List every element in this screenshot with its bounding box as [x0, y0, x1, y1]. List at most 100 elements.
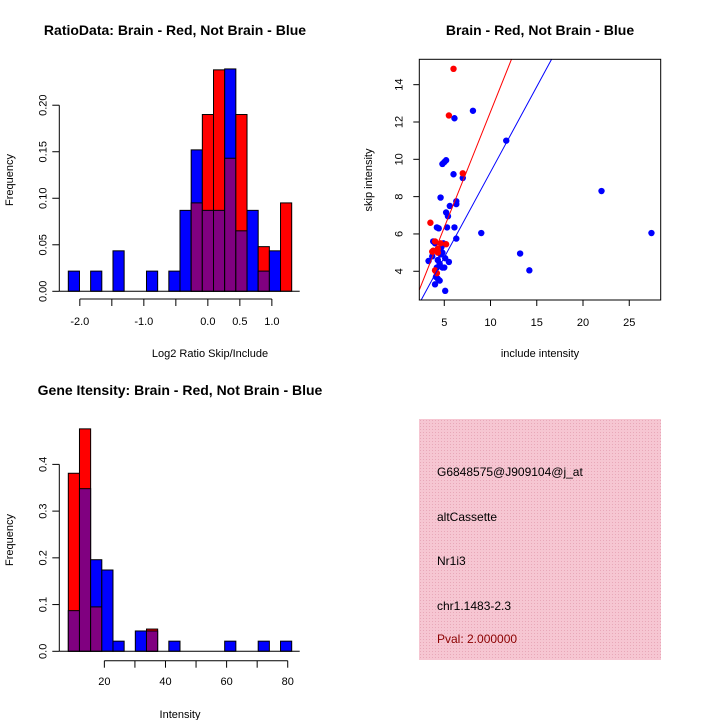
blue-bar-bin-10	[179, 209, 192, 292]
scatter-ylabel: skip intensity	[363, 148, 375, 211]
red-point	[431, 238, 439, 245]
red-bar-bin-19	[280, 202, 293, 292]
blue-point	[436, 277, 443, 284]
blue-point	[453, 235, 460, 242]
x-tick-label: 5	[441, 317, 447, 329]
gene-histogram-xlabel: Intensity	[160, 709, 201, 720]
overlap-bar-bin-14	[224, 157, 237, 292]
blue-bar-bin-17	[257, 640, 270, 652]
x-tick-label: 25	[623, 317, 635, 329]
y-tick-label: 10	[393, 153, 405, 165]
overlap-bar-bin-17	[257, 270, 270, 292]
ratio-histogram-title: RatioData: Brain - Red, Not Brain - Blue	[44, 22, 306, 38]
ratio-histogram-xlabel: Log2 Ratio Skip/Include	[152, 348, 268, 360]
overlap-bar-bin-1	[78, 488, 92, 652]
y-tick-label: 0.1	[37, 597, 49, 612]
blue-bar-bin-16	[246, 209, 259, 292]
red-point	[459, 170, 466, 177]
x-tick-label: -2.0	[70, 316, 89, 328]
x-tick-label: 1.0	[264, 316, 279, 328]
blue-point	[648, 229, 655, 237]
blue-point	[451, 115, 458, 122]
overlap-bar-bin-12	[201, 209, 215, 292]
blue-bar-bin-14	[224, 640, 237, 652]
blue-fit-line	[420, 59, 553, 300]
blue-point	[431, 281, 439, 288]
scatter-xlabel: include intensity	[501, 348, 580, 360]
overlap-bar-bin-0	[67, 610, 80, 652]
red-point	[442, 241, 450, 248]
y-tick-label: 0.4	[37, 457, 49, 472]
blue-point	[516, 250, 524, 257]
blue-bar-bin-19	[280, 640, 293, 652]
x-tick-label: 60	[220, 676, 232, 688]
gene-histogram-ylabel: Frequency	[4, 514, 16, 566]
x-tick-label: -1.0	[134, 316, 153, 328]
blue-point	[451, 224, 458, 231]
pval: Pval: 2.000000	[437, 632, 517, 646]
y-tick-label: 0.3	[37, 503, 49, 518]
plot-box	[418, 58, 662, 301]
y-tick-label: 14	[393, 79, 405, 91]
y-tick-label: 0.0	[37, 644, 49, 659]
blue-bar-bin-0	[67, 270, 80, 292]
intensity-scatter: Brain - Red, Not Brain - Blue include in…	[363, 22, 662, 360]
x-tick-label: 20	[98, 676, 110, 688]
y-tick-label: 6	[393, 231, 405, 237]
y-tick-label: 4	[393, 268, 405, 274]
scatter-title: Brain - Red, Not Brain - Blue	[446, 22, 634, 38]
x-tick-label: 0.5	[232, 316, 247, 328]
blue-point	[435, 225, 442, 232]
gene-location: chr1.1483-2.3	[437, 599, 511, 613]
info-panel: G6848575@J909104@j_at altCassette Nr1i3 …	[419, 419, 661, 660]
x-tick-label: 0.0	[200, 316, 215, 328]
probe-id: G6848575@J909104@j_at	[437, 465, 583, 479]
ratio-histogram: RatioData: Brain - Red, Not Brain - Blue…	[4, 22, 306, 360]
blue-point	[526, 267, 533, 274]
y-tick-label: 0.10	[37, 188, 49, 209]
info-panel-background	[419, 419, 661, 660]
blue-bar-bin-3	[101, 569, 114, 652]
blue-bar-bin-9	[168, 270, 181, 292]
blue-point	[445, 258, 453, 266]
y-tick-label: 0.15	[37, 141, 49, 162]
blue-point	[450, 171, 457, 178]
red-point	[427, 219, 434, 226]
overlap-bar-bin-2	[90, 606, 103, 652]
y-tick-label: 12	[393, 116, 405, 128]
x-tick-label: 80	[282, 676, 294, 688]
y-tick-label: 0.00	[37, 281, 49, 302]
blue-point	[478, 229, 485, 237]
x-tick-label: 15	[531, 317, 543, 329]
blue-bar-bin-18	[268, 250, 282, 292]
blue-point	[441, 287, 449, 295]
blue-bar-bin-6	[134, 630, 147, 652]
red-point	[434, 249, 441, 256]
blue-point	[446, 202, 454, 210]
gene-intensity-histogram: Gene Itensity: Brain - Red, Not Brain - …	[4, 382, 323, 720]
overlap-bar-bin-15	[235, 230, 248, 292]
red-fit-line	[419, 59, 513, 291]
blue-bar-bin-4	[112, 640, 125, 652]
overlap-bar-bin-11	[190, 202, 203, 292]
blue-point	[469, 107, 477, 114]
blue-bar-bin-7	[145, 270, 159, 292]
blue-point	[441, 264, 448, 271]
gene-name: Nr1i3	[437, 554, 466, 568]
y-tick-label: 0.2	[37, 550, 49, 565]
blue-point	[598, 187, 605, 195]
red-point	[445, 112, 453, 119]
blue-point	[437, 194, 444, 201]
y-tick-label: 0.20	[37, 95, 49, 116]
x-tick-label: 20	[577, 317, 589, 329]
y-tick-label: 8	[393, 194, 405, 200]
y-tick-label: 0.05	[37, 234, 49, 255]
x-tick-label: 40	[159, 676, 171, 688]
overlap-bar-bin-7	[145, 630, 159, 652]
gene-histogram-title: Gene Itensity: Brain - Red, Not Brain - …	[38, 382, 323, 398]
overlap-bar-bin-13	[213, 209, 226, 292]
ratio-histogram-ylabel: Frequency	[4, 154, 16, 206]
blue-bar-bin-2	[90, 270, 103, 292]
